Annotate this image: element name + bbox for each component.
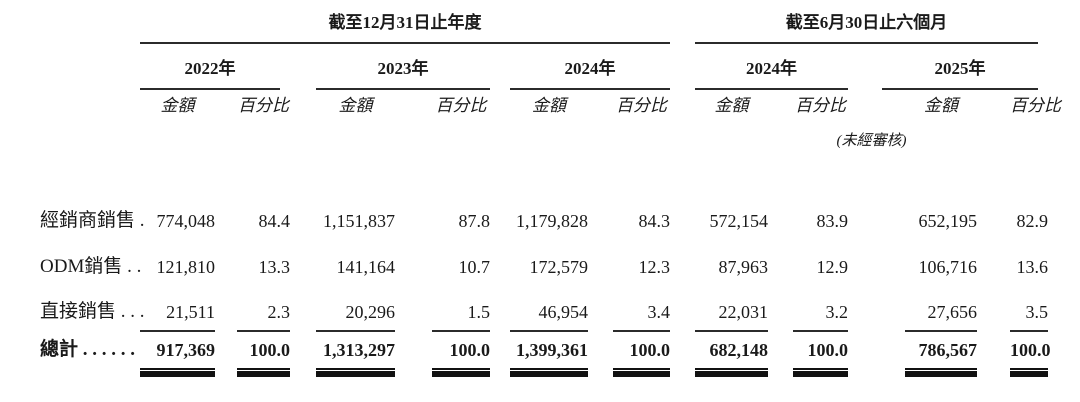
total-amount-cell: 1,399,361: [510, 332, 588, 377]
percent-cell: 3.2: [793, 301, 848, 332]
total-amount-cell: 682,148: [695, 332, 768, 377]
section-title-annual: 截至12月31日止年度: [140, 12, 670, 44]
percent-cell: 84.3: [638, 211, 671, 231]
percent-cell: 12.9: [816, 257, 849, 277]
percent-cell: 13.3: [258, 257, 291, 277]
amount-header: 金額: [160, 96, 195, 115]
percent-cell: 10.7: [458, 257, 491, 277]
total-percent-cell: 100.0: [1010, 332, 1051, 377]
percent-cell: 87.8: [458, 211, 491, 231]
amount-cell: 27,656: [905, 301, 977, 332]
percent-cell: 82.9: [1016, 211, 1049, 231]
year-header-2025: 2025年: [882, 58, 1038, 90]
row-label-total: 總計 . . . . . .: [40, 339, 136, 360]
amount-header: 金額: [924, 96, 958, 115]
amount-cell: 141,164: [336, 257, 396, 277]
section-title-interim: 截至6月30日止六個月: [695, 12, 1038, 44]
total-percent-cell: 100.0: [613, 332, 670, 377]
year-header-2024-interim: 2024年: [695, 58, 848, 90]
total-percent-cell: 100.0: [237, 332, 290, 377]
percent-cell: 83.9: [816, 211, 849, 231]
unaudited-note-row: (未經審核): [40, 122, 1048, 160]
amount-cell: 572,154: [709, 211, 769, 231]
amount-cell: 172,579: [529, 257, 589, 277]
row-label-direct: 直接銷售 . . .: [40, 301, 145, 322]
percent-cell: 3.5: [1010, 301, 1048, 332]
sales-by-channel-table: 截至12月31日止年度 截至6月30日止六個月 2022年 2023年 2024…: [40, 0, 1062, 402]
percent-header: 百分比: [1010, 96, 1061, 115]
amount-header: 金額: [532, 96, 566, 115]
year-header-2024-annual: 2024年: [510, 58, 670, 90]
table-row-distributor: 經銷商銷售 . 774,048 84.4 1,151,837 87.8 1,17…: [40, 194, 1048, 240]
total-amount-cell: 786,567: [905, 332, 977, 377]
year-header-2023: 2023年: [316, 58, 490, 90]
total-amount-cell: 917,369: [140, 332, 215, 377]
row-label-distributor: 經銷商銷售 .: [40, 210, 145, 231]
unaudited-note: (未經審核): [836, 133, 907, 149]
table-row-odm: ODM銷售 . . 121,810 13.3 141,164 10.7 172,…: [40, 240, 1048, 286]
amount-cell: 1,179,828: [516, 211, 588, 231]
percent-header: 百分比: [616, 96, 667, 115]
percent-cell: 13.6: [1016, 257, 1049, 277]
percent-cell: 84.4: [258, 211, 291, 231]
amount-cell: 46,954: [510, 301, 588, 332]
year-header-2022: 2022年: [140, 58, 280, 90]
section-header-row: 截至12月31日止年度 截至6月30日止六個月: [40, 0, 1048, 44]
total-amount-cell: 1,313,297: [316, 332, 395, 377]
year-header-row: 2022年 2023年 2024年 2024年 2025年: [40, 44, 1048, 90]
table-row-total: 總計 . . . . . . 917,369 100.0 1,313,297 1…: [40, 332, 1051, 402]
amount-header: 金額: [338, 96, 373, 115]
total-percent-cell: 100.0: [432, 332, 490, 377]
amount-cell: 652,195: [918, 211, 978, 231]
percent-cell: 12.3: [638, 257, 671, 277]
percent-header: 百分比: [435, 96, 487, 115]
percent-header: 百分比: [238, 96, 289, 115]
amount-header: 金額: [714, 96, 749, 115]
percent-cell: 3.4: [613, 301, 670, 332]
table-row-direct: 直接銷售 . . . 21,511 2.3 20,296 1.5 46,954 …: [40, 286, 1048, 332]
amount-cell: 106,716: [918, 257, 978, 277]
column-header-row: 金額 百分比 金額 百分比 金額 百分比 金額 百分比 金額 百分比: [40, 90, 1062, 122]
amount-cell: 121,810: [156, 257, 216, 277]
row-label-odm: ODM銷售 . .: [40, 256, 142, 277]
amount-cell: 774,048: [156, 211, 216, 231]
amount-cell: 21,511: [140, 301, 215, 332]
percent-cell: 1.5: [432, 301, 490, 332]
amount-cell: 20,296: [316, 301, 395, 332]
amount-cell: 1,151,837: [323, 211, 395, 231]
percent-cell: 2.3: [237, 301, 290, 332]
amount-cell: 22,031: [695, 301, 768, 332]
amount-cell: 87,963: [718, 257, 769, 277]
total-percent-cell: 100.0: [793, 332, 848, 377]
spacer-row: [40, 160, 1048, 194]
percent-header: 百分比: [795, 96, 846, 115]
